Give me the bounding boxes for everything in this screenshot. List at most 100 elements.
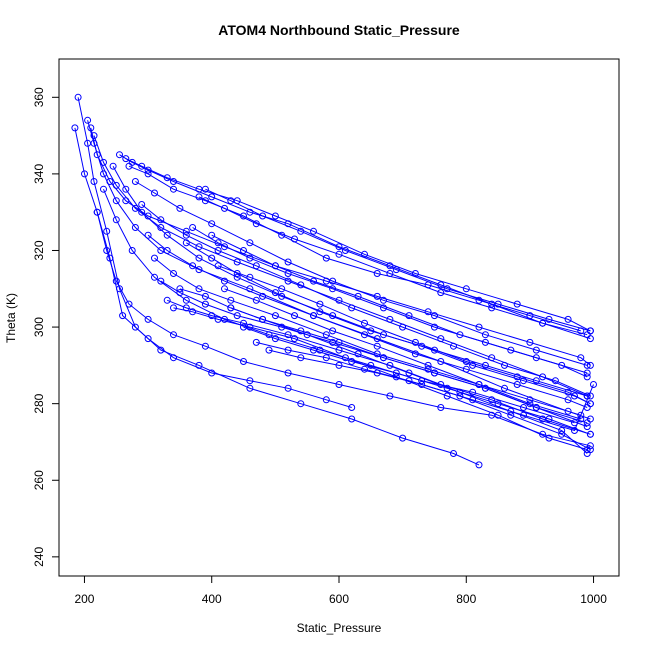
data-point	[93, 151, 101, 159]
data-point	[586, 361, 594, 369]
data-point	[182, 296, 190, 304]
data-point	[109, 162, 117, 170]
data-point	[297, 354, 305, 362]
data-point	[271, 312, 279, 320]
data-point	[131, 323, 139, 331]
data-point	[144, 315, 152, 323]
data-point	[176, 204, 184, 212]
data-point	[284, 346, 292, 354]
data-point	[513, 373, 521, 381]
data-point	[182, 239, 190, 247]
data-point	[335, 361, 343, 369]
data-point	[201, 185, 209, 193]
data-point	[271, 262, 279, 270]
data-point	[335, 381, 343, 388]
data-point	[157, 277, 165, 285]
series-20	[201, 185, 594, 335]
data-point	[513, 300, 521, 308]
data-point	[195, 254, 203, 262]
data-point	[361, 365, 368, 373]
data-point	[157, 224, 165, 231]
series-line	[93, 135, 588, 397]
data-point	[564, 396, 572, 404]
data-point	[322, 331, 330, 339]
data-point	[265, 331, 273, 339]
series-23	[221, 285, 585, 423]
data-point	[405, 312, 413, 320]
data-point	[208, 231, 216, 239]
data-point	[539, 319, 547, 327]
data-point	[252, 220, 260, 228]
data-point	[481, 384, 489, 392]
data-point	[151, 273, 158, 281]
data-point	[586, 400, 594, 408]
data-point	[586, 327, 594, 335]
data-point	[373, 270, 381, 277]
series-line	[167, 299, 591, 435]
data-point	[189, 262, 197, 270]
data-point	[450, 342, 457, 350]
data-point	[271, 335, 279, 343]
data-point	[208, 220, 216, 228]
data-point	[329, 312, 337, 320]
data-point	[322, 396, 330, 404]
data-point	[571, 392, 578, 400]
data-point	[392, 369, 400, 377]
data-point	[494, 300, 502, 308]
data-point	[577, 411, 585, 419]
data-point	[532, 377, 540, 385]
data-point	[157, 216, 165, 224]
data-point	[284, 369, 292, 377]
data-point	[170, 331, 177, 339]
data-point	[240, 358, 247, 365]
series-29	[100, 185, 578, 427]
data-point	[291, 235, 298, 243]
data-point	[233, 273, 241, 281]
data-point	[501, 361, 508, 369]
data-point	[259, 292, 267, 300]
data-point	[170, 270, 177, 277]
data-point	[507, 407, 515, 415]
data-point	[475, 381, 483, 388]
series-layer	[71, 93, 597, 469]
data-point	[271, 212, 279, 220]
data-point	[252, 296, 260, 304]
data-point	[246, 208, 254, 216]
data-point	[431, 346, 438, 354]
data-point	[316, 300, 324, 308]
data-point	[469, 388, 477, 396]
data-point	[90, 132, 98, 140]
data-point	[322, 354, 330, 362]
series-2	[74, 93, 483, 469]
data-point	[284, 331, 292, 339]
data-point	[341, 354, 349, 362]
data-point	[265, 346, 273, 354]
data-point	[246, 377, 254, 385]
data-point	[297, 400, 305, 408]
series-line	[256, 341, 591, 451]
x-axis: 200 400 600 800 1000	[74, 575, 607, 606]
data-point	[354, 350, 362, 358]
data-point	[329, 327, 337, 335]
series-line	[74, 127, 352, 408]
data-point	[221, 243, 228, 251]
data-point	[469, 396, 477, 404]
data-point	[112, 216, 120, 224]
data-point	[399, 323, 407, 331]
data-point	[456, 331, 464, 339]
data-point	[201, 300, 209, 308]
series-line	[77, 97, 480, 466]
data-point	[475, 323, 483, 331]
data-point	[195, 193, 203, 201]
data-point	[144, 335, 152, 343]
data-point	[221, 285, 228, 293]
data-point	[354, 292, 362, 300]
data-point	[201, 342, 209, 350]
data-point	[558, 427, 566, 434]
data-point	[208, 254, 216, 262]
data-point	[87, 124, 95, 132]
data-point	[386, 270, 394, 277]
data-point	[551, 377, 559, 385]
data-point	[586, 335, 594, 343]
